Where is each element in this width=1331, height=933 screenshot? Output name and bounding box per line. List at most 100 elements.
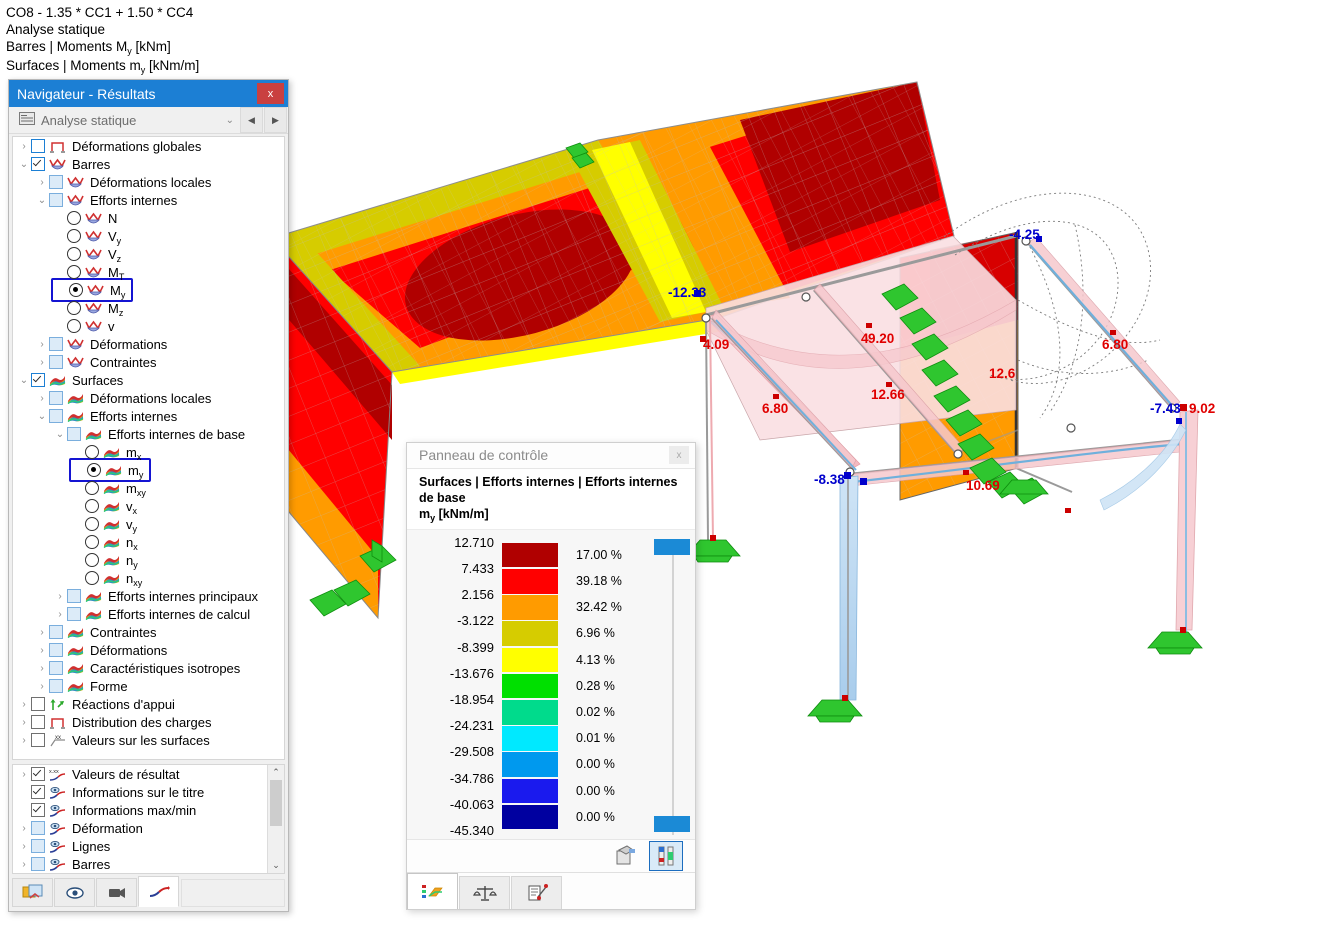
- color-legend[interactable]: 12.710 7.433 2.156 -3.122 -8.399 -13.676 -18.9…: [407, 529, 695, 839]
- tree-item-informations-sur-le-titre[interactable]: Informations sur le titre: [13, 783, 267, 801]
- chevron-right-icon[interactable]: ›: [40, 338, 44, 350]
- chevron-right-icon[interactable]: ›: [40, 626, 44, 638]
- checkbox-contraintes[interactable]: [49, 355, 63, 369]
- chevron-down-icon[interactable]: ⌄: [55, 428, 65, 440]
- tree-item-caract-ristiques-isotropes[interactable]: › Caractéristiques isotropes: [13, 659, 284, 677]
- checkbox-valeurs-de-r-sultat[interactable]: [31, 767, 45, 781]
- tree-item-valeurs-de-r-sultat[interactable]: › x.xx Valeurs de résultat: [13, 765, 267, 783]
- close-icon[interactable]: x: [257, 83, 284, 104]
- legend-color-band[interactable]: [502, 647, 558, 673]
- chevron-down-icon[interactable]: ⌄: [37, 194, 47, 206]
- checkbox-efforts-internes[interactable]: [49, 409, 63, 423]
- checkbox-r-actions-d-appui[interactable]: [31, 697, 45, 711]
- control-panel-window[interactable]: Panneau de contrôle x Surfaces | Efforts…: [406, 442, 696, 910]
- results-navigator-window[interactable]: Navigateur - Résultats x Analyse statiqu…: [8, 79, 289, 912]
- legend-color-band[interactable]: [502, 752, 558, 777]
- tree-item-d-formations-locales[interactable]: › Déformations locales: [13, 173, 284, 191]
- chevron-down-icon[interactable]: ⌄: [37, 410, 47, 422]
- tree-item-efforts-internes-de-calcul[interactable]: › Efforts internes de calcul: [13, 605, 284, 623]
- tree-item-vy[interactable]: vy: [13, 515, 284, 534]
- checkbox-valeurs-sur-les-surfaces[interactable]: [31, 733, 45, 747]
- radio-nx[interactable]: [85, 535, 99, 549]
- control-panel-tabbar[interactable]: [407, 872, 695, 909]
- chevron-right-icon[interactable]: ›: [22, 140, 26, 152]
- tree-item-mxy[interactable]: mxy: [13, 479, 284, 498]
- tree-item-efforts-internes[interactable]: ⌄ Efforts internes: [13, 191, 284, 209]
- checkbox-efforts-internes[interactable]: [49, 193, 63, 207]
- legend-range-slider[interactable]: [651, 538, 695, 839]
- analysis-type-combobox[interactable]: Analyse statique ⌄ ◀ ▶: [9, 107, 288, 134]
- navigator-tab-bar[interactable]: [12, 876, 285, 907]
- tree-item-nx[interactable]: nx: [13, 533, 284, 552]
- tab-display-properties[interactable]: [54, 878, 95, 907]
- tree-item-contraintes[interactable]: › Contraintes: [13, 623, 284, 641]
- radio-mx[interactable]: [85, 445, 99, 459]
- chevron-right-icon[interactable]: ›: [58, 608, 62, 620]
- radio-vy[interactable]: [85, 517, 99, 531]
- tree-item-mt[interactable]: MT: [13, 263, 284, 282]
- tab-filter[interactable]: [511, 876, 562, 909]
- checkbox-surfaces[interactable]: [31, 373, 45, 387]
- legend-color-band[interactable]: [502, 569, 558, 594]
- checkbox-d-formations-locales[interactable]: [49, 175, 63, 189]
- chevron-right-icon[interactable]: ›: [40, 356, 44, 368]
- tree-item-efforts-internes-principaux[interactable]: › Efforts internes principaux: [13, 587, 284, 605]
- chevron-right-icon[interactable]: ›: [40, 176, 44, 188]
- legend-color-band[interactable]: [502, 804, 558, 830]
- chevron-right-icon[interactable]: ›: [40, 392, 44, 404]
- color-scale-icon[interactable]: [649, 840, 683, 871]
- legend-color-band[interactable]: [502, 726, 558, 751]
- checkbox-informations-max-min[interactable]: [31, 803, 45, 817]
- checkbox-lignes[interactable]: [31, 839, 45, 853]
- tab-factors[interactable]: [459, 876, 510, 909]
- tab-views[interactable]: [96, 878, 137, 907]
- edit-colors-icon[interactable]: [609, 842, 641, 870]
- tab-results[interactable]: [138, 876, 179, 907]
- tree-item-vy[interactable]: Vy: [13, 227, 284, 246]
- tree-item-vx[interactable]: vx: [13, 497, 284, 516]
- tab-color-scale[interactable]: [407, 873, 458, 909]
- checkbox-informations-sur-le-titre[interactable]: [31, 785, 45, 799]
- selected-result-item[interactable]: my: [13, 458, 284, 482]
- tab-project-navigator[interactable]: [12, 878, 53, 907]
- chevron-right-icon[interactable]: ›: [22, 822, 26, 834]
- chevron-right-icon[interactable]: ›: [58, 590, 62, 602]
- legend-color-band[interactable]: [502, 542, 558, 568]
- tree-item-n[interactable]: N: [13, 209, 284, 227]
- results-tree[interactable]: › Déformations globales ⌄ Barres › Déformatio…: [12, 136, 285, 760]
- legend-color-band[interactable]: [502, 778, 558, 804]
- slider-knob-min[interactable]: [654, 815, 690, 832]
- checkbox-efforts-internes-de-base[interactable]: [67, 427, 81, 441]
- tree-item-efforts-internes[interactable]: ⌄ Efforts internes: [13, 407, 284, 425]
- tree-item-surfaces[interactable]: ⌄ Surfaces: [13, 371, 284, 389]
- chevron-right-icon[interactable]: ›: [22, 716, 26, 728]
- radio-mz[interactable]: [67, 301, 81, 315]
- radio-vx[interactable]: [85, 499, 99, 513]
- radio-n[interactable]: [67, 211, 81, 225]
- checkbox-contraintes[interactable]: [49, 625, 63, 639]
- slider-track[interactable]: [672, 544, 674, 835]
- checkbox-d-formations-locales[interactable]: [49, 391, 63, 405]
- close-icon[interactable]: x: [669, 446, 689, 465]
- chevron-right-icon[interactable]: ›: [40, 680, 44, 692]
- tree-item-forme[interactable]: › Forme: [13, 677, 284, 695]
- legend-color-band[interactable]: [502, 700, 558, 725]
- checkbox-distribution-des-charges[interactable]: [31, 715, 45, 729]
- tree-item-r-actions-d-appui[interactable]: › Réactions d'appui: [13, 695, 284, 713]
- checkbox-d-formations[interactable]: [49, 337, 63, 351]
- display-options-scrollbar[interactable]: ⌃ ⌄: [267, 765, 284, 873]
- control-panel-footer[interactable]: [407, 838, 695, 872]
- legend-color-band[interactable]: [502, 595, 558, 620]
- scroll-up-icon[interactable]: ⌃: [272, 767, 280, 777]
- checkbox-efforts-internes-de-calcul[interactable]: [67, 607, 81, 621]
- radio-my[interactable]: [87, 463, 101, 477]
- previous-button[interactable]: ◀: [240, 107, 263, 133]
- tree-item-lignes[interactable]: › Lignes: [13, 837, 267, 855]
- tree-item-barres[interactable]: ⌄ Barres: [13, 155, 284, 173]
- tree-item-ny[interactable]: ny: [13, 551, 284, 570]
- scroll-thumb[interactable]: [270, 780, 282, 826]
- chevron-right-icon[interactable]: ›: [22, 858, 26, 870]
- checkbox-barres[interactable]: [31, 157, 45, 171]
- selected-result-item[interactable]: My: [13, 278, 284, 302]
- radio-vz[interactable]: [67, 247, 81, 261]
